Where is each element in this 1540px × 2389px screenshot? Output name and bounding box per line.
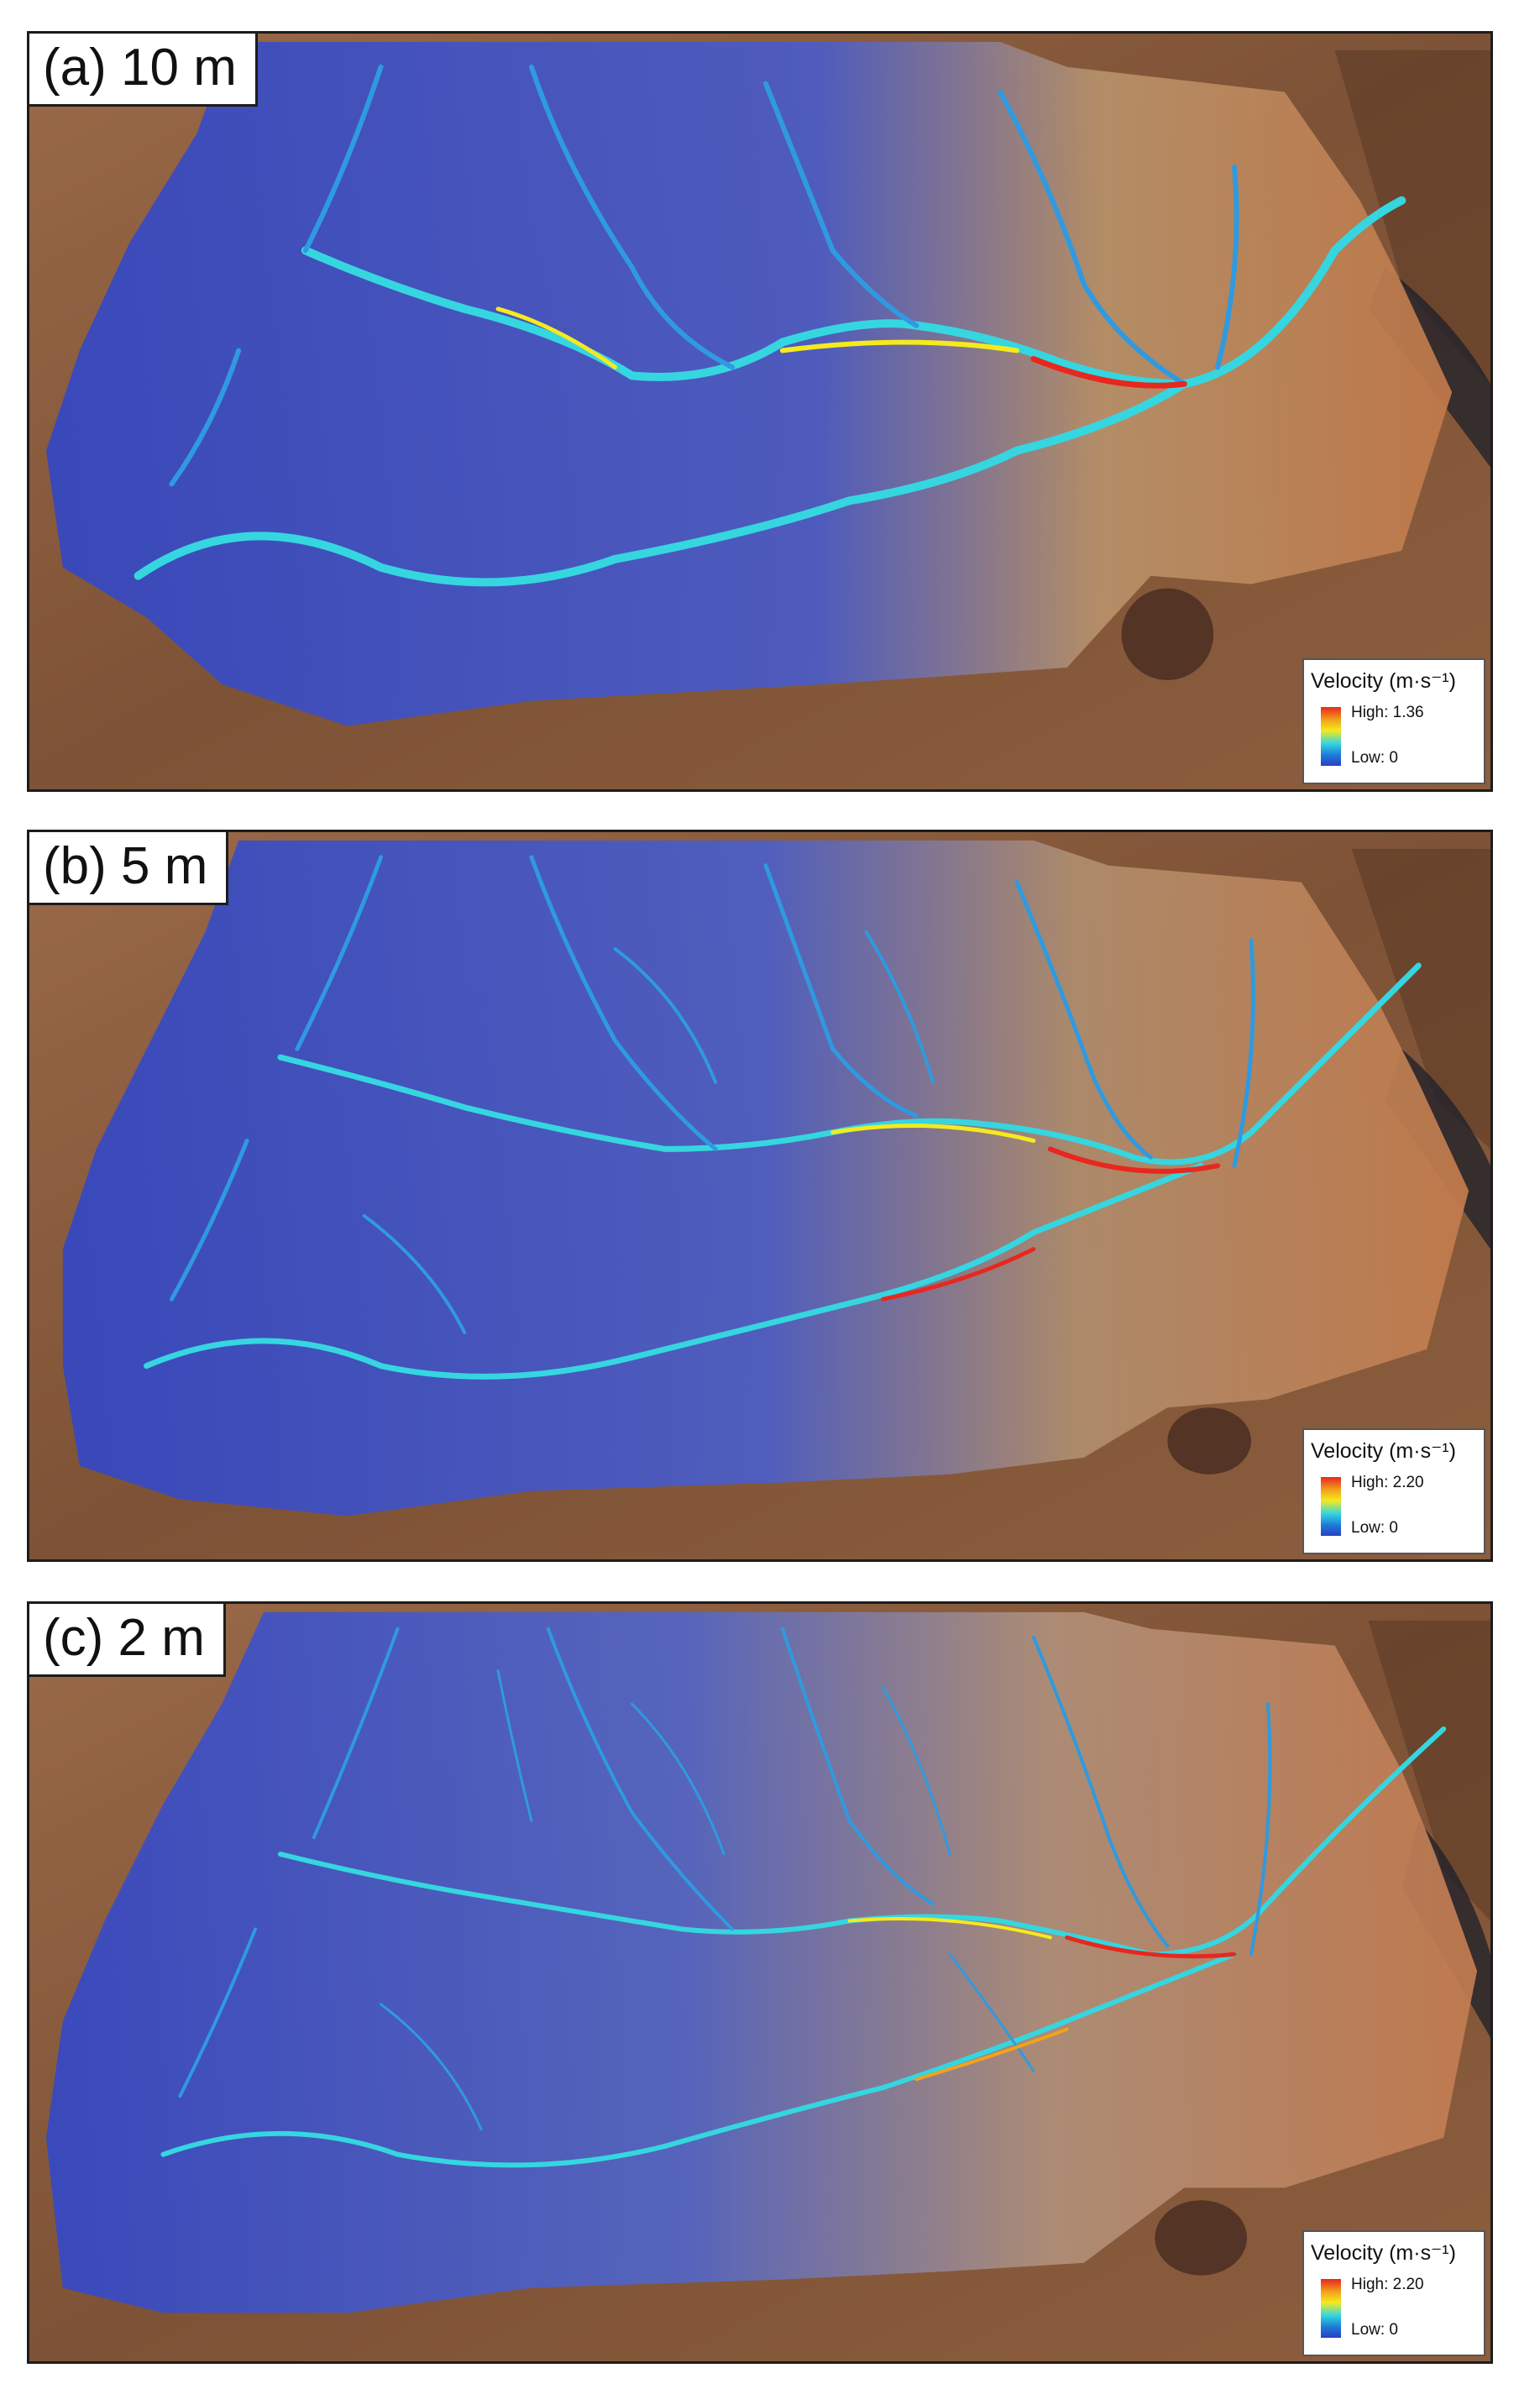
legend-title: Velocity (m·s⁻¹) — [1311, 669, 1456, 693]
velocity-map-b — [29, 832, 1490, 1559]
legend-high-label: High: 2.20 — [1351, 1474, 1424, 1491]
legend-low-label: Low: 0 — [1351, 1519, 1398, 1537]
panel-label: (c) 2 m — [29, 1604, 226, 1677]
legend: Velocity (m·s⁻¹) High: 1.36 Low: 0 — [1302, 658, 1485, 784]
legend: Velocity (m·s⁻¹) High: 2.20 Low: 0 — [1302, 2230, 1485, 2356]
panel-c: (c) 2 m Velocity (m·s⁻¹) High: 2.20 Low:… — [27, 1601, 1493, 2364]
panel-label: (a) 10 m — [29, 34, 258, 107]
panel-a: (a) 10 m Velocity (m·s⁻¹) High: 1.36 Low… — [27, 31, 1493, 792]
legend-high-label: High: 1.36 — [1351, 704, 1424, 721]
channel-network-a — [134, 64, 1406, 587]
legend-low-label: Low: 0 — [1351, 749, 1398, 767]
velocity-map-c — [29, 1604, 1490, 2361]
color-ramp — [1321, 707, 1341, 766]
channel-network-b — [144, 855, 1422, 1380]
channel-network-c — [160, 1627, 1447, 2168]
panel-label: (b) 5 m — [29, 832, 229, 905]
legend-high-label: High: 2.20 — [1351, 2276, 1424, 2293]
legend-title: Velocity (m·s⁻¹) — [1311, 2241, 1456, 2265]
panel-b: (b) 5 m Velocity (m·s⁻¹) High: 2.20 Low:… — [27, 830, 1493, 1562]
color-ramp — [1321, 2279, 1341, 2338]
legend: Velocity (m·s⁻¹) High: 2.20 Low: 0 — [1302, 1428, 1485, 1554]
velocity-map-a — [29, 34, 1490, 789]
legend-low-label: Low: 0 — [1351, 2321, 1398, 2339]
color-ramp — [1321, 1477, 1341, 1536]
legend-title: Velocity (m·s⁻¹) — [1311, 1439, 1456, 1463]
